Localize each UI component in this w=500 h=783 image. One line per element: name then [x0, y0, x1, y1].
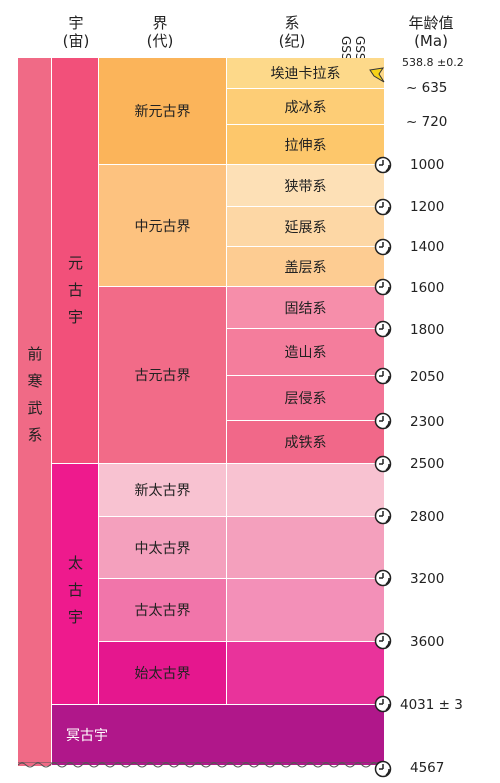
age-label: ~ 635 [406, 80, 448, 96]
era-label: 中元古界 [134, 218, 191, 235]
system-blank [227, 464, 385, 517]
age-label: 1400 [410, 239, 445, 255]
gssa-clock-icon [374, 695, 392, 713]
system-label: 埃迪卡拉系 [270, 66, 341, 82]
age-label: 1000 [410, 157, 445, 173]
supereon-char: 武 [27, 399, 43, 417]
age-label: 3600 [410, 634, 445, 650]
system-blank [227, 517, 385, 579]
system-label: 造山系 [284, 345, 327, 361]
age-label: 1800 [410, 322, 445, 338]
era-label: 新元古界 [134, 104, 191, 120]
gssa-clock-icon [374, 569, 392, 587]
era-label: 古元古界 [134, 368, 191, 384]
age-label: 2050 [410, 369, 445, 385]
system-label: 成冰系 [284, 99, 327, 116]
eon-hadean-label: 冥古宇 [66, 728, 108, 744]
supereon-char: 寒 [27, 372, 43, 390]
header-eon: 宇 (宙) [54, 14, 98, 50]
era-neoproterozoic: 新元古界 [99, 58, 227, 165]
system-blank [227, 579, 385, 642]
header-age-label: 年龄值 [408, 14, 454, 32]
era-label: 古太古界 [134, 603, 191, 619]
system-tonian: 拉伸系 [227, 125, 385, 165]
system-calymmian: 盖层系 [227, 247, 385, 287]
header-system: 系 (纪) [262, 14, 322, 50]
gssa-clock-icon [374, 632, 392, 650]
era-label: 新太古界 [134, 483, 191, 499]
header-eon-sub: (宙) [62, 32, 90, 50]
system-label: 延展系 [284, 219, 327, 236]
eon-char: 古 [67, 580, 83, 599]
gssa-clock-icon [374, 507, 392, 525]
age-label: ~ 720 [406, 114, 448, 130]
era-label: 始太古界 [134, 666, 191, 682]
system-rhyacian: 层侵系 [227, 376, 385, 421]
supereon-char: 前 [27, 345, 43, 363]
system-ediacaran: 埃迪卡拉系 [227, 58, 385, 89]
header-era-sub: (代) [146, 32, 174, 50]
system-siderian: 成铁系 [227, 421, 385, 464]
age-label: 2300 [410, 414, 445, 430]
gssa-clock-icon [374, 367, 392, 385]
system-label: 成铁系 [284, 435, 327, 451]
system-cryogenian: 成冰系 [227, 89, 385, 125]
gssa-clock-icon [374, 412, 392, 430]
age-label: 2500 [410, 456, 445, 472]
system-label: 盖层系 [284, 259, 327, 276]
eon-char: 宇 [67, 307, 83, 326]
age-label: 4031 ± 3 [400, 697, 463, 713]
age-label: 4567 [410, 760, 445, 776]
gssa-clock-icon [374, 760, 392, 778]
golden-spike-icon [369, 67, 385, 83]
eon-char: 古 [67, 280, 83, 299]
era-mesoproterozoic: 中元古界 [99, 165, 227, 287]
eon-char: 太 [67, 553, 83, 572]
era-neoarchean: 新太古界 [99, 464, 227, 517]
supereon-char: 系 [27, 426, 43, 444]
age-label: 538.8 ±0.2 [402, 56, 464, 69]
gssa-clock-icon [374, 320, 392, 338]
eon-char: 宇 [67, 607, 83, 626]
header-system-sub: (纪) [278, 32, 306, 50]
header-age-unit: (Ma) [414, 32, 448, 50]
system-label: 层侵系 [284, 391, 327, 407]
system-label: 拉伸系 [284, 137, 327, 154]
system-statherian: 固结系 [227, 287, 385, 329]
supereon-precambrian [18, 58, 52, 766]
gssa-clock-icon [374, 156, 392, 174]
era-paleoarchean: 古太古界 [99, 579, 227, 642]
era-eoarchean: 始太古界 [99, 642, 227, 705]
base-line [18, 762, 384, 768]
eon-archean-label: 太 古 宇 [52, 540, 99, 640]
eon-archean [52, 464, 99, 705]
age-label: 3200 [410, 571, 445, 587]
system-ectasian: 延展系 [227, 207, 385, 247]
age-label: 1600 [410, 280, 445, 296]
supereon-label: 前 寒 武 系 [18, 320, 52, 470]
header-system-label: 系 [284, 14, 300, 32]
header-eon-label: 宇 [68, 14, 84, 32]
era-label: 中太古界 [134, 540, 191, 557]
system-orosirian: 造山系 [227, 329, 385, 376]
system-blank [227, 642, 385, 705]
eon-proterozoic-label: 元 古 宇 [52, 240, 99, 340]
age-label: 2800 [410, 509, 445, 525]
header-era: 界 (代) [120, 14, 200, 50]
system-stenian: 狭带系 [227, 165, 385, 207]
header-era-label: 界 [152, 14, 168, 32]
gssa-clock-icon [374, 238, 392, 256]
eon-hadean: 冥古宇 [52, 705, 385, 766]
gssa-clock-icon [374, 455, 392, 473]
era-mesoarchean: 中太古界 [99, 517, 227, 579]
era-paleoproterozoic: 古元古界 [99, 287, 227, 464]
system-label: 固结系 [284, 300, 327, 317]
age-label: 1200 [410, 199, 445, 215]
eon-char: 元 [67, 253, 83, 272]
system-label: 狭带系 [284, 178, 327, 195]
eon-proterozoic [52, 58, 99, 464]
header-age: 年龄值 (Ma) [398, 14, 464, 50]
gssa-clock-icon [374, 198, 392, 216]
gssa-clock-icon [374, 278, 392, 296]
